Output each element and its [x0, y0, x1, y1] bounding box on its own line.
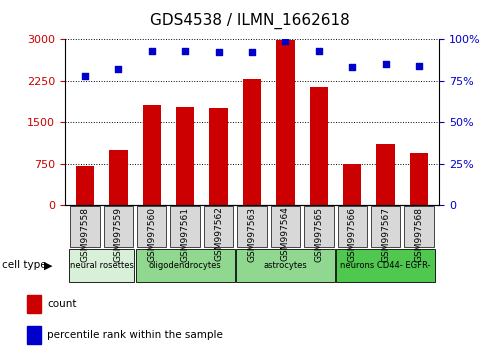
- Bar: [27, 326, 41, 344]
- Text: percentile rank within the sample: percentile rank within the sample: [47, 330, 223, 341]
- Bar: [109, 150, 128, 205]
- Bar: [27, 295, 41, 313]
- Point: [415, 63, 423, 68]
- Bar: [343, 164, 361, 205]
- Point: [348, 64, 356, 70]
- Point: [248, 50, 256, 55]
- Bar: [371, 206, 400, 247]
- Bar: [336, 249, 435, 282]
- Text: GSM997567: GSM997567: [381, 207, 390, 262]
- Text: ▶: ▶: [44, 261, 52, 270]
- Text: astrocytes: astrocytes: [263, 261, 307, 270]
- Point: [181, 48, 189, 53]
- Bar: [69, 249, 134, 282]
- Bar: [136, 249, 235, 282]
- Point: [81, 73, 89, 78]
- Text: GSM997568: GSM997568: [415, 207, 424, 262]
- Bar: [210, 108, 228, 205]
- Bar: [304, 206, 333, 247]
- Bar: [176, 107, 194, 205]
- Text: GSM997566: GSM997566: [348, 207, 357, 262]
- Text: oligodendrocytes: oligodendrocytes: [149, 261, 222, 270]
- Bar: [270, 206, 300, 247]
- Text: GSM997565: GSM997565: [314, 207, 323, 262]
- Text: GSM997561: GSM997561: [181, 207, 190, 262]
- Text: cell type: cell type: [2, 261, 47, 270]
- Bar: [104, 206, 133, 247]
- Point: [215, 50, 223, 55]
- Bar: [337, 206, 367, 247]
- Text: GSM997562: GSM997562: [214, 207, 223, 262]
- Text: GSM997559: GSM997559: [114, 207, 123, 262]
- Bar: [310, 87, 328, 205]
- Text: neurons CD44- EGFR-: neurons CD44- EGFR-: [340, 261, 431, 270]
- Bar: [276, 40, 294, 205]
- Point: [114, 66, 122, 72]
- Bar: [70, 206, 100, 247]
- Text: count: count: [47, 299, 77, 309]
- Point: [148, 48, 156, 53]
- Text: GSM997560: GSM997560: [147, 207, 156, 262]
- Bar: [243, 79, 261, 205]
- Bar: [204, 206, 234, 247]
- Text: GSM997563: GSM997563: [248, 207, 256, 262]
- Bar: [404, 206, 434, 247]
- Text: GSM997558: GSM997558: [80, 207, 89, 262]
- Point: [281, 38, 289, 44]
- Bar: [376, 144, 395, 205]
- Bar: [76, 166, 94, 205]
- Text: GDS4538 / ILMN_1662618: GDS4538 / ILMN_1662618: [150, 12, 349, 29]
- Point: [382, 61, 390, 67]
- Text: neural rosettes: neural rosettes: [70, 261, 134, 270]
- Point: [315, 48, 323, 53]
- Bar: [236, 249, 335, 282]
- Bar: [238, 206, 266, 247]
- Bar: [171, 206, 200, 247]
- Bar: [143, 105, 161, 205]
- Text: GSM997564: GSM997564: [281, 207, 290, 262]
- Bar: [410, 153, 428, 205]
- Bar: [137, 206, 167, 247]
